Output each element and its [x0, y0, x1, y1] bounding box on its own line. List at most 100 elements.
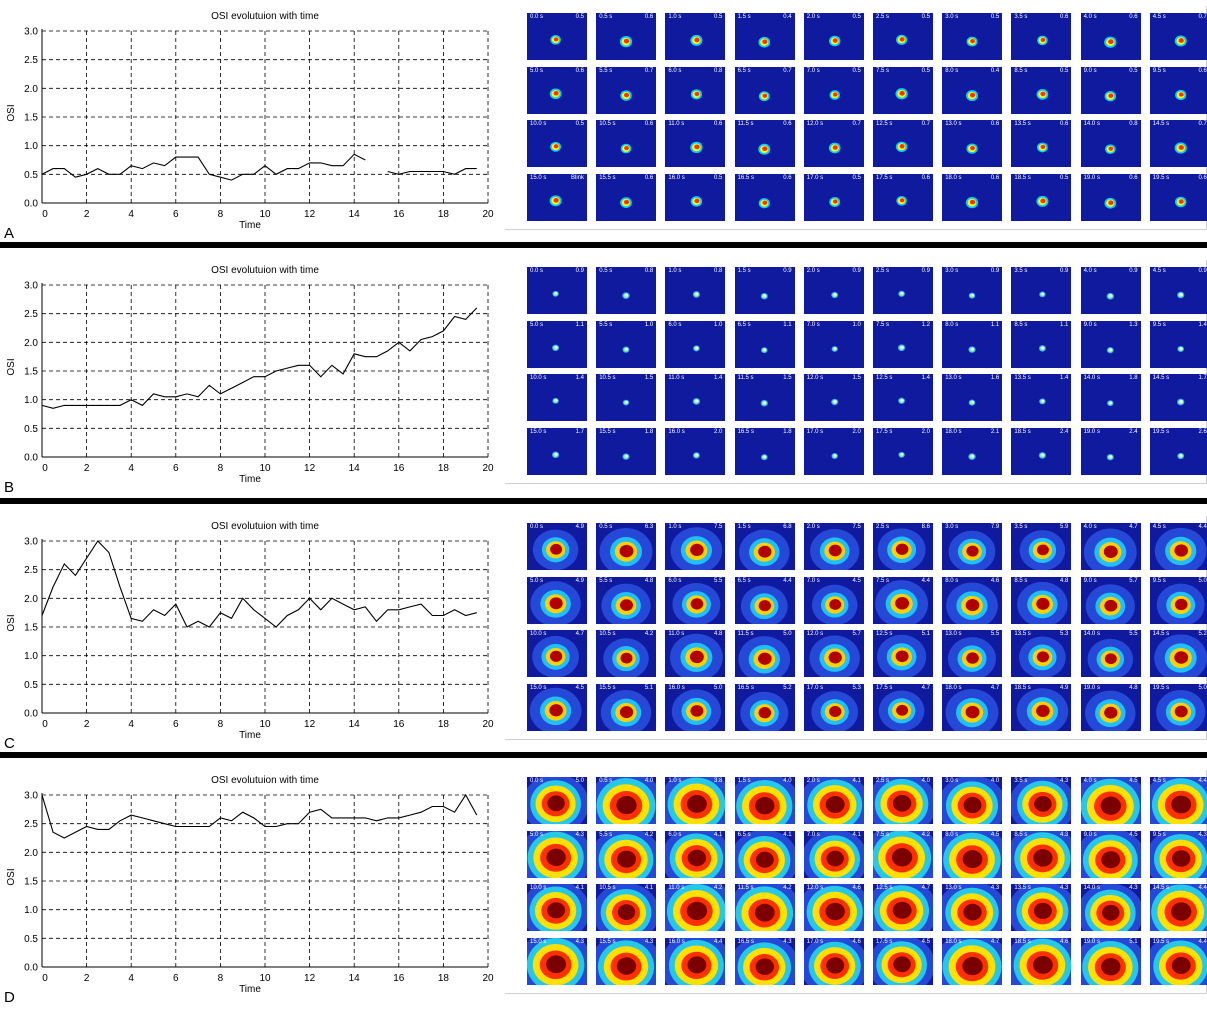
- thumbnail-time-label: 0.0 s: [530, 14, 544, 20]
- y-tick-label: 2.5: [24, 565, 38, 576]
- spot-heatmap: [942, 884, 1003, 931]
- thumbnail-osi-value: 1.0: [852, 321, 861, 328]
- spot-thumbnail: 5.0 s 4.9: [527, 576, 587, 624]
- thumbnail-time-label: 12.0 s: [806, 631, 824, 637]
- y-tick-label: 1.0: [24, 395, 38, 406]
- spot-heatmap: [1019, 636, 1067, 677]
- thumbnail-osi-value: 0.4: [783, 14, 792, 20]
- spot-heatmap: [1036, 195, 1049, 207]
- panel-letter: D: [4, 989, 15, 1006]
- thumbnail-time-label: 10.5 s: [599, 375, 616, 381]
- spot-heatmap: [550, 34, 561, 45]
- spot-heatmap: [738, 529, 790, 570]
- thumbnail-time-label: 3.5 s: [1014, 268, 1028, 274]
- thumbnail-osi-value: 4.3: [1129, 885, 1138, 891]
- thumbnail-osi-value: 8.6: [921, 524, 930, 530]
- spot-thumbnail: 9.0 s 1.3: [1080, 320, 1141, 368]
- y-tick-label: 2.0: [24, 848, 38, 859]
- thumbnail-time-label: 10.5 s: [599, 631, 616, 637]
- spot-thumbnail: 0.5 s 0.6: [596, 13, 657, 60]
- spot-thumbnail: 9.0 s 0.5: [1080, 66, 1141, 114]
- thumbnail-time-label: 3.0 s: [945, 14, 959, 20]
- y-tick-label: 0.0: [24, 199, 38, 210]
- thumbnail-osi-value: 1.6: [990, 375, 1000, 381]
- y-tick-label: 0.5: [24, 934, 38, 945]
- thumbnail-osi-value: 5.0: [714, 684, 723, 691]
- spot-heatmap: [948, 530, 996, 570]
- spot-thumbnail: 16.5 s 4.3: [734, 937, 795, 985]
- x-axis-label: Time: [239, 730, 261, 741]
- thumbnail-time-label: 5.0 s: [530, 831, 544, 838]
- thumbnail-time-label: 16.5 s: [737, 938, 754, 945]
- thumbnail-time-label: 15.5 s: [599, 684, 616, 691]
- spot-thumbnail: 5.5 s 4.8: [596, 576, 657, 624]
- spot-thumbnail: 8.5 s 0.5: [1011, 66, 1072, 114]
- thumbnail-time-label: 14.5 s: [1152, 375, 1170, 381]
- thumbnail-osi-value: 0.9: [1060, 268, 1069, 274]
- thumbnail-time-label: 7.5 s: [876, 831, 890, 838]
- thumbnail-time-label: 4.5 s: [1152, 778, 1166, 784]
- spot-thumbnail: 9.0 s 5.7: [1080, 576, 1141, 624]
- thumbnail-time-label: 6.0 s: [668, 67, 682, 74]
- spot-heatmap: [942, 830, 1003, 878]
- thumbnail-time-label: 5.0 s: [530, 67, 544, 74]
- thumbnail-time-label: 15.0 s: [530, 938, 547, 945]
- spot-heatmap: [622, 292, 630, 299]
- spot-thumbnail: 14.5 s 4.4: [1149, 884, 1207, 931]
- spot-heatmap: [966, 36, 978, 47]
- thumbnail-time-label: 5.5 s: [599, 67, 613, 74]
- thumbnail-time-label: 3.0 s: [945, 778, 959, 784]
- thumbnail-osi-value: 4.1: [783, 831, 792, 838]
- spot-thumbnail: 16.0 s 0.5: [665, 173, 726, 221]
- spot-heatmap: [1085, 583, 1135, 624]
- spot-thumbnail: 13.5 s 4.3: [1011, 884, 1072, 931]
- spot-thumbnail: 13.0 s 0.6: [942, 120, 1003, 167]
- thumbnail-osi-value: 4.3: [1060, 885, 1069, 891]
- spot-thumbnail: 10.5 s 1.5: [596, 374, 657, 421]
- thumbnail-time-label: 8.0 s: [945, 577, 959, 584]
- spot-heatmap: [1039, 398, 1047, 405]
- spot-thumbnail: 4.0 s 4.5: [1080, 777, 1141, 824]
- spot-thumbnail: 4.5 s 0.7: [1149, 13, 1207, 60]
- spot-heatmap: [758, 90, 770, 101]
- spot-heatmap: [1039, 451, 1047, 459]
- thumbnail-osi-value: 4.3: [1060, 778, 1069, 784]
- thumbnail-time-label: 16.5 s: [737, 684, 754, 691]
- y-tick-label: 1.5: [24, 367, 38, 378]
- x-tick-label: 12: [304, 973, 316, 984]
- spot-thumbnail: 9.5 s 5.0: [1149, 576, 1207, 624]
- spot-heatmap: [549, 194, 562, 206]
- thumbnail-time-label: 7.5 s: [876, 67, 890, 74]
- spot-heatmap: [740, 584, 788, 624]
- spot-heatmap: [966, 89, 979, 101]
- thumbnail-osi-value: 4.8: [714, 631, 723, 637]
- x-tick-label: 6: [173, 463, 179, 474]
- thumbnail-time-label: 3.0 s: [945, 524, 959, 530]
- thumbnail-time-label: 19.5 s: [1152, 428, 1170, 435]
- thumbnail-time-label: 4.0 s: [1083, 778, 1097, 784]
- thumbnail-osi-value: 0.8: [714, 268, 723, 274]
- thumbnail-time-label: 3.0 s: [945, 268, 959, 274]
- spot-heatmap: [898, 451, 905, 458]
- thumbnail-time-label: 2.0 s: [806, 268, 820, 274]
- spot-thumbnail: 4.5 s 4.4: [1149, 777, 1207, 824]
- x-tick-label: 18: [438, 463, 450, 474]
- spot-thumbnail: 19.0 s 5.1: [1080, 937, 1141, 985]
- thumbnail-time-label: 14.5 s: [1152, 121, 1170, 127]
- thumbnail-time-label: 18.0 s: [945, 174, 962, 181]
- spot-heatmap: [1037, 35, 1049, 46]
- thumbnail-time-label: 2.0 s: [806, 14, 820, 20]
- spot-heatmap: [877, 634, 927, 677]
- spot-heatmap: [603, 638, 649, 677]
- spot-thumbnail: 18.0 s 0.6: [942, 173, 1003, 221]
- thumbnail-time-label: 16.0 s: [668, 684, 685, 691]
- thumbnail-osi-value: 0.5: [575, 121, 584, 127]
- spot-heatmap: [670, 527, 723, 570]
- thumbnail-time-label: 7.0 s: [806, 67, 820, 74]
- spot-thumbnail: 5.5 s 1.0: [596, 320, 657, 368]
- thumbnail-osi-value: 0.5: [714, 174, 723, 181]
- thumbnail-osi-value: 1.0: [644, 321, 654, 328]
- spot-thumbnail: 5.0 s 4.3: [527, 830, 587, 878]
- x-tick-label: 4: [128, 973, 134, 984]
- thumbnail-osi-value: 5.7: [852, 631, 861, 637]
